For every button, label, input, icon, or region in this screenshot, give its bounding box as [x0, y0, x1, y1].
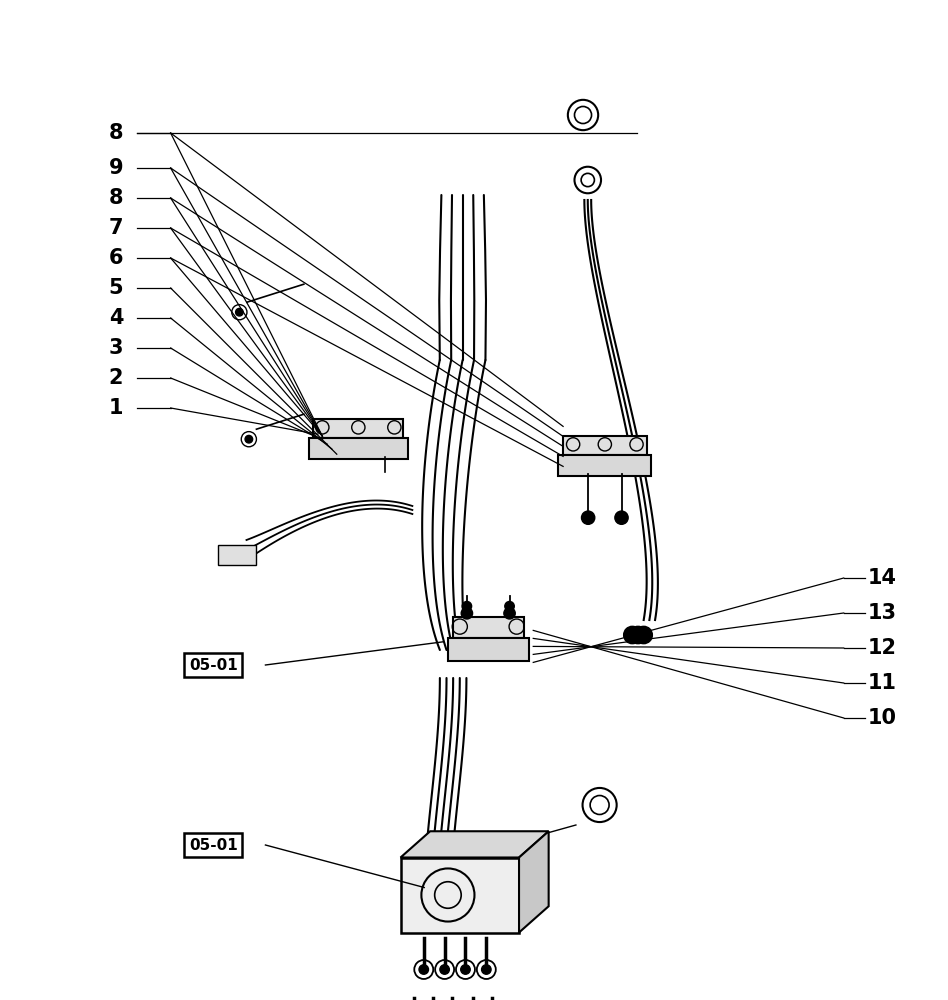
Circle shape [581, 511, 594, 524]
Circle shape [440, 965, 449, 974]
Text: 6: 6 [109, 248, 123, 268]
Circle shape [462, 601, 471, 611]
Text: 8: 8 [109, 123, 123, 143]
Circle shape [503, 608, 515, 619]
Text: 11: 11 [867, 673, 897, 693]
Text: 10: 10 [867, 708, 897, 728]
Text: 2: 2 [109, 368, 123, 388]
Circle shape [235, 308, 243, 316]
Circle shape [461, 965, 470, 974]
Bar [452, 617, 523, 638]
Text: 9: 9 [109, 158, 123, 178]
Bar [558, 455, 651, 476]
Text: 14: 14 [867, 568, 897, 588]
Text: 13: 13 [867, 603, 897, 623]
Circle shape [461, 608, 472, 619]
Polygon shape [400, 831, 549, 857]
Bar [218, 545, 256, 565]
Circle shape [615, 511, 629, 524]
Circle shape [482, 965, 491, 974]
Text: 12: 12 [867, 638, 897, 658]
Circle shape [504, 601, 514, 611]
Bar [447, 638, 528, 661]
Text: 05-01: 05-01 [189, 838, 238, 852]
Circle shape [629, 626, 647, 644]
Text: 4: 4 [109, 308, 123, 328]
Bar [563, 436, 647, 455]
Circle shape [245, 435, 252, 443]
Polygon shape [519, 831, 549, 932]
Bar [400, 857, 519, 932]
Bar [313, 419, 403, 438]
Text: 8: 8 [109, 188, 123, 208]
Circle shape [635, 626, 652, 644]
Text: 5: 5 [109, 278, 123, 298]
Circle shape [624, 626, 641, 644]
Bar [308, 438, 408, 459]
Text: 1: 1 [109, 398, 123, 418]
Text: 3: 3 [109, 338, 123, 358]
Text: 7: 7 [109, 218, 123, 238]
Text: 05-01: 05-01 [189, 658, 238, 672]
Circle shape [419, 965, 428, 974]
